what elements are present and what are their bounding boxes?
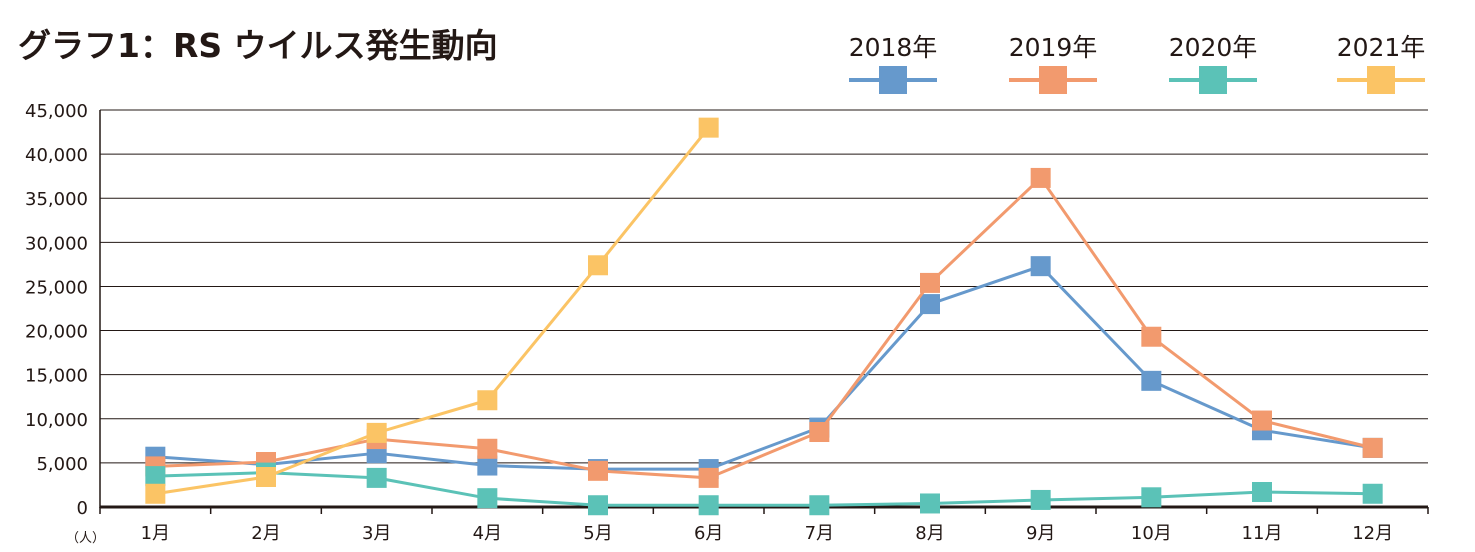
- data-point: [588, 495, 608, 516]
- x-tick-label: 1月: [141, 523, 170, 544]
- gridlines: [100, 109, 1428, 464]
- y-tick-label: 10,000: [25, 410, 88, 431]
- x-tick-label: 7月: [805, 523, 834, 544]
- data-point: [256, 467, 276, 488]
- data-point: [809, 495, 830, 516]
- series-line: [155, 176, 1374, 480]
- data-point: [477, 438, 498, 459]
- legend-label: 2020年: [1169, 33, 1258, 62]
- series-2: [145, 167, 1383, 488]
- data-point: [477, 488, 498, 509]
- legend-marker: [1039, 66, 1067, 94]
- legend-item: 2019年: [1009, 33, 1098, 94]
- y-tick-label: 15,000: [25, 366, 88, 387]
- x-tick-labels: 1月 2月 3月 4月 5月 6月 7月 8月 9月 10月 11月 12月: [141, 523, 1394, 544]
- data-point: [145, 466, 166, 487]
- legend-label: 2019年: [1009, 33, 1098, 62]
- x-tick-label: 2月: [251, 523, 280, 544]
- data-point: [1141, 326, 1162, 347]
- legend-marker: [1367, 66, 1395, 94]
- data-point: [920, 272, 940, 293]
- x-tick-label: 12月: [1352, 523, 1393, 544]
- axes: [99, 110, 1429, 514]
- series-line: [155, 264, 1373, 471]
- data-point: [1252, 482, 1272, 503]
- y-tick-label: 5,000: [36, 454, 88, 475]
- y-tick-label: 45,000: [25, 101, 88, 122]
- data-point: [145, 483, 166, 504]
- series: [145, 117, 1383, 516]
- series-line: [155, 471, 1373, 507]
- data-point: [1362, 483, 1383, 504]
- legend-item: 2018年: [849, 33, 938, 94]
- x-tick-label: 4月: [473, 523, 502, 544]
- data-point: [477, 390, 498, 411]
- series-4: [145, 117, 719, 504]
- series-line: [155, 126, 710, 496]
- data-point: [366, 467, 387, 488]
- data-point: [698, 117, 719, 138]
- data-point: [477, 455, 498, 476]
- legend-item: 2021年: [1337, 33, 1426, 94]
- data-point: [366, 422, 387, 443]
- y-tick-label: 25,000: [25, 277, 88, 298]
- legend-label: 2021年: [1337, 33, 1426, 62]
- x-tick-label: 8月: [915, 523, 944, 544]
- series-3: [145, 462, 1383, 516]
- x-tick-label: 10月: [1131, 523, 1172, 544]
- data-point: [920, 493, 940, 514]
- y-tick-label: 0: [77, 498, 88, 519]
- y-tick-label: 40,000: [25, 145, 88, 166]
- legend-label: 2018年: [849, 33, 938, 62]
- data-point: [1030, 256, 1051, 277]
- data-point: [1252, 410, 1272, 431]
- x-tick-label: 5月: [583, 523, 612, 544]
- x-tick-label: 6月: [694, 523, 723, 544]
- data-point: [1030, 167, 1051, 188]
- series-1: [145, 256, 1383, 480]
- y-tick-label: 20,000: [25, 322, 88, 343]
- data-point: [1141, 487, 1162, 508]
- legend-marker: [879, 66, 907, 94]
- data-point: [920, 294, 940, 315]
- data-point: [588, 460, 608, 481]
- data-point: [698, 467, 719, 488]
- y-tick-label: 30,000: [25, 233, 88, 254]
- y-tick-label: 35,000: [25, 189, 88, 210]
- data-point: [1030, 489, 1051, 510]
- data-point: [1141, 370, 1162, 391]
- data-point: [1362, 437, 1383, 458]
- x-tick-label: 3月: [362, 523, 391, 544]
- legend: 2018年 2019年 2020年 2021年: [849, 33, 1426, 94]
- legend-marker: [1199, 66, 1227, 94]
- legend-item: 2020年: [1169, 33, 1258, 94]
- y-tick-labels: 0 5,000 10,000 15,000 20,000 25,000 30,000 35,0…: [25, 101, 88, 519]
- x-tick-label: 11月: [1242, 523, 1283, 544]
- data-point: [698, 495, 719, 516]
- x-tick-label: 9月: [1026, 523, 1055, 544]
- data-point: [809, 422, 830, 443]
- chart-title: グラフ1：RS ウイルス発生動向: [18, 26, 498, 65]
- y-axis-unit: （人）: [66, 531, 105, 546]
- data-point: [588, 255, 608, 276]
